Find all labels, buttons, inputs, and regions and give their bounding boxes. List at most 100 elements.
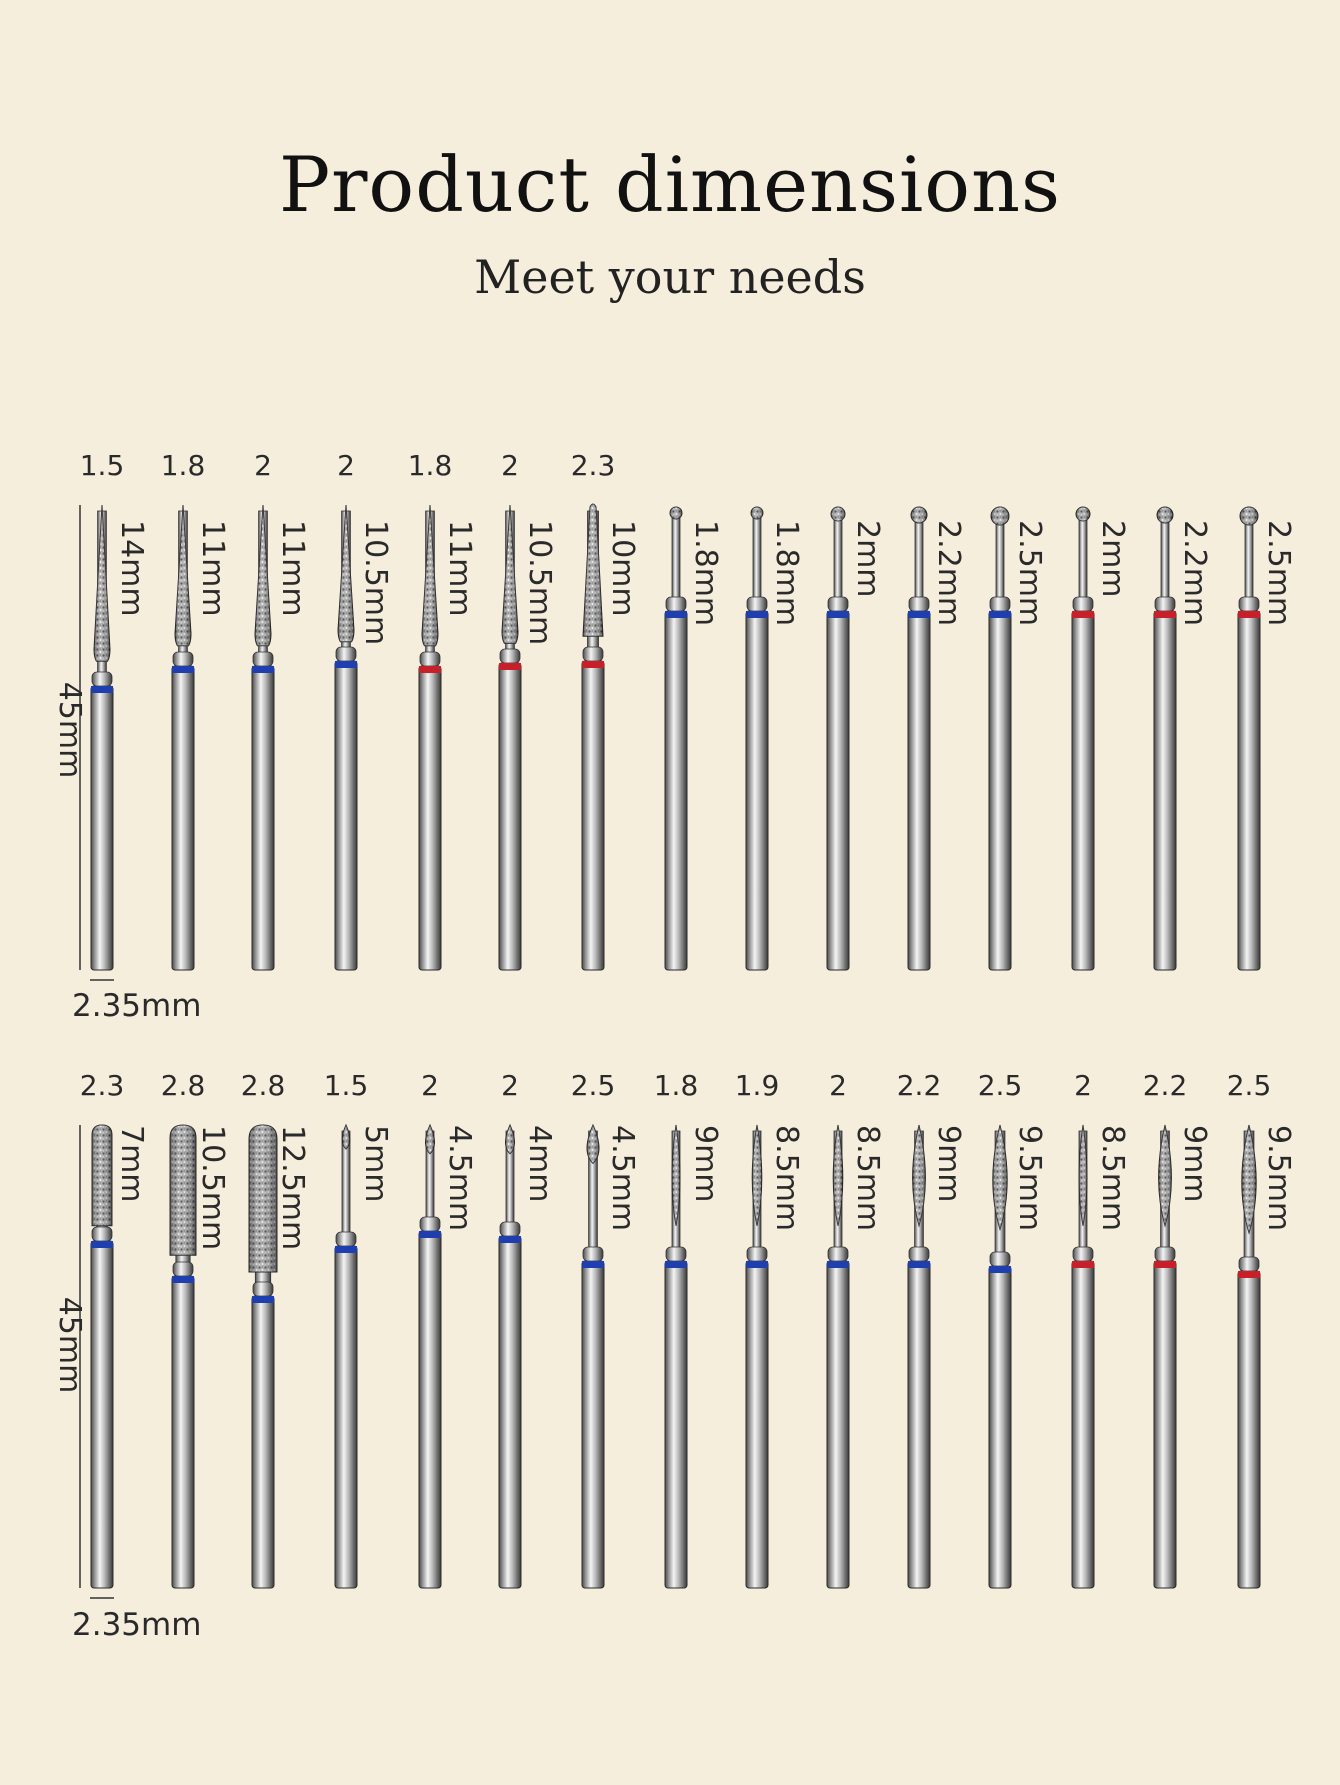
bit-color-ring: [908, 1261, 930, 1268]
bit-shank: [664, 610, 688, 971]
bit-shank: [171, 665, 195, 971]
drill-bit: 2.2 9mm: [1143, 1069, 1212, 1589]
bit-collar: [419, 1216, 441, 1232]
bit-head-shade: [92, 1125, 112, 1226]
bit-shank: [907, 1260, 931, 1589]
bit-diameter-label: 1.8: [161, 449, 206, 482]
bit-collar: [1072, 1246, 1094, 1262]
bit-head-length-label: 10.5mm: [522, 520, 557, 645]
bit-head-length-label: 12.5mm: [275, 1125, 310, 1250]
drill-bit: 28.5mm: [1071, 1069, 1130, 1589]
bit-head-length-label: 2.5mm: [1261, 520, 1296, 626]
drill-bit: 2.3 10mm: [571, 449, 640, 971]
bit-color-ring: [665, 1261, 687, 1268]
bit-color-ring: [1072, 1261, 1094, 1268]
bit-head-length-label: 9mm: [931, 1125, 966, 1203]
bit-diameter-label: 1.9: [735, 1069, 780, 1102]
bit-diameter-label: 1.5: [324, 1069, 369, 1102]
drill-bit: 1.8mm: [745, 506, 804, 971]
bit-head-length-label: 14mm: [114, 520, 149, 617]
drill-bit: 1.9 8.5mm: [735, 1069, 804, 1589]
total-length-label: 45mm: [52, 1297, 87, 1394]
bit-shank: [988, 1265, 1012, 1589]
bit-diameter-label: 2.5: [571, 1069, 616, 1102]
bit-diameter-label: 2.2: [897, 1069, 942, 1102]
bit-collar: [499, 1221, 521, 1237]
bit-diameter-label: 2.5: [978, 1069, 1023, 1102]
bit-head-shade: [587, 1125, 599, 1164]
bit-head-shade: [502, 505, 518, 644]
bit-shank: [418, 665, 442, 971]
bit-color-ring: [499, 663, 521, 670]
bit-collar: [172, 651, 194, 667]
drill-bit: 2.8 10.5mm: [161, 1069, 230, 1589]
bit-color-ring: [91, 1241, 113, 1248]
bit-collar: [499, 648, 521, 664]
bit-shank: [1237, 1270, 1261, 1589]
bit-shank: [1071, 1260, 1095, 1589]
drill-bit: 2.5mm: [1237, 506, 1296, 971]
bit-color-ring: [499, 1236, 521, 1243]
bit-shank: [171, 1275, 195, 1589]
bit-collar: [172, 1261, 194, 1277]
bit-head-length-label: 9.5mm: [1012, 1125, 1047, 1231]
bit-shank: [664, 1260, 688, 1589]
bit-head-length-label: 9mm: [1177, 1125, 1212, 1203]
bit-color-ring: [827, 1261, 849, 1268]
bit-color-ring: [252, 1296, 274, 1303]
bit-collar: [91, 1226, 113, 1242]
bit-collar: [827, 1246, 849, 1262]
length-dimension: 45mm 2.35mm: [52, 505, 201, 1024]
bit-color-ring: [419, 1231, 441, 1238]
bit-head-shade: [425, 1125, 435, 1154]
bit-head-length-label: 10.5mm: [195, 1125, 230, 1250]
bit-collar: [1072, 596, 1094, 612]
bit-collar: [989, 1251, 1011, 1267]
bit-collar: [1238, 1256, 1260, 1272]
bit-collar: [746, 596, 768, 612]
drill-bit: 2mm: [1071, 506, 1130, 971]
bit-shank: [251, 665, 275, 971]
drill-bit: 2.2mm: [1153, 506, 1212, 971]
drill-bit: 1.5 5mm: [324, 1069, 393, 1589]
bit-color-ring: [172, 666, 194, 673]
bit-head-shade: [911, 507, 927, 523]
bit-collar: [746, 1246, 768, 1262]
length-dimension: 45mm 2.35mm: [52, 1125, 201, 1643]
bit-diameter-label: 2: [1074, 1069, 1092, 1102]
bit-collar: [908, 596, 930, 612]
bit-shank: [745, 610, 769, 971]
bit-color-ring: [1072, 611, 1094, 618]
bit-diameter-label: 2: [254, 449, 272, 482]
bit-head-length-label: 11mm: [442, 520, 477, 617]
bit-head-shade: [833, 1125, 843, 1226]
bit-collar: [665, 1246, 687, 1262]
bit-head-shade: [912, 1125, 926, 1226]
bit-shank: [251, 1295, 275, 1589]
bit-shank: [498, 1235, 522, 1589]
bit-color-ring: [746, 1261, 768, 1268]
bit-head-length-label: 2mm: [850, 520, 885, 598]
bit-color-ring: [746, 611, 768, 618]
bit-head-shade: [1240, 507, 1258, 525]
bit-head-length-label: 9.5mm: [1261, 1125, 1296, 1231]
bit-head-shade: [751, 507, 763, 519]
bit-head-length-label: 4.5mm: [605, 1125, 640, 1231]
bit-head-length-label: 11mm: [275, 520, 310, 617]
bit-color-ring: [252, 666, 274, 673]
bit-shank: [826, 610, 850, 971]
bit-head-length-label: 2mm: [1095, 520, 1130, 598]
bit-color-ring: [335, 1246, 357, 1253]
bit-collar: [1154, 1246, 1176, 1262]
bit-color-ring: [1238, 1271, 1260, 1278]
bit-shank: [988, 610, 1012, 971]
bit-head-length-label: 11mm: [195, 520, 230, 617]
drill-bit: 2.3 7mm: [80, 1069, 149, 1589]
bit-shank: [826, 1260, 850, 1589]
bit-collar: [1238, 596, 1260, 612]
bit-head-shade: [1158, 1125, 1172, 1226]
bit-collar: [335, 646, 357, 662]
page-title: Product dimensions: [278, 140, 1062, 229]
bit-diameter-label: 2.2: [1143, 1069, 1188, 1102]
